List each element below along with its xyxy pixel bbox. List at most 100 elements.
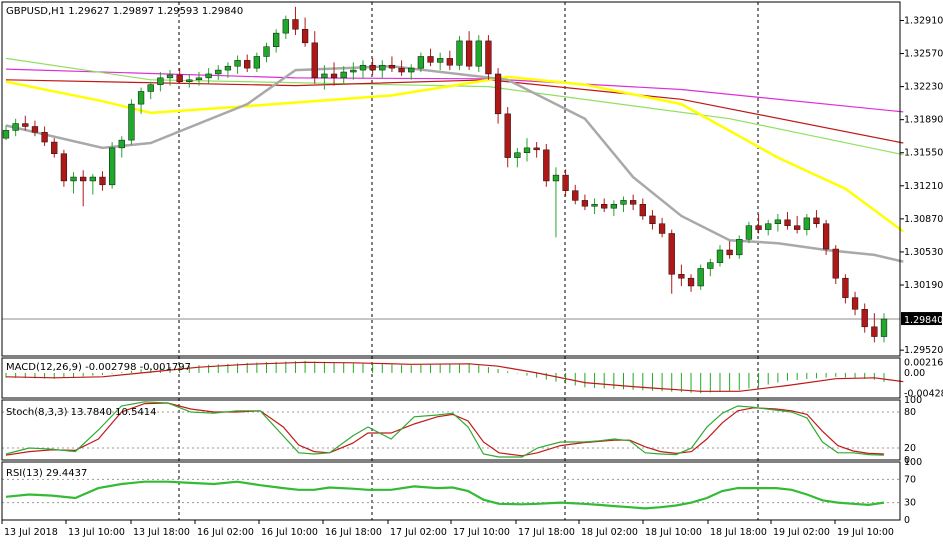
bull-candle-body — [195, 77, 203, 81]
candle — [465, 31, 473, 71]
time-tick-label: 16 Jul 10:00 — [261, 527, 318, 538]
candle — [205, 68, 212, 84]
moving-average-ma_gray — [5, 64, 904, 263]
bear-candle-body — [446, 58, 453, 66]
candle — [215, 65, 222, 80]
bull-candle-body — [736, 239, 743, 256]
candle — [99, 171, 106, 191]
bull-candle-body — [186, 79, 193, 82]
bear-candle-body — [176, 74, 183, 82]
candle — [581, 194, 589, 211]
bull-candle-body — [147, 84, 154, 92]
candle — [408, 64, 415, 80]
candle — [813, 210, 820, 228]
candle — [678, 264, 685, 286]
price-tick-label: 1.30190 — [904, 280, 943, 291]
candle — [784, 212, 791, 230]
candle — [51, 138, 58, 158]
candle — [514, 147, 521, 168]
macd-tick-label: 0.00 — [904, 368, 925, 379]
macd-label: MACD(12,26,9) -0.002798 -0.001797 — [6, 362, 191, 373]
bull-candle-body — [224, 65, 232, 71]
stoch-tick-label: 80 — [904, 407, 916, 418]
candle — [832, 245, 839, 285]
bull-candle-body — [610, 204, 617, 209]
bull-candle-body — [591, 204, 598, 207]
bear-candle-body — [41, 132, 48, 143]
bear-candle-body — [311, 42, 318, 79]
bear-candle-body — [562, 174, 569, 191]
candlesticks — [2, 6, 888, 343]
bear-candle-body — [99, 176, 106, 186]
bear-candle-body — [301, 28, 309, 44]
candle — [379, 60, 386, 78]
bear-candle-body — [398, 67, 405, 73]
bull-candle-body — [620, 200, 627, 205]
price-tick-label: 1.31890 — [904, 115, 943, 126]
candle — [70, 172, 77, 194]
candle — [157, 72, 164, 92]
moving-average-ma_yellow — [5, 75, 905, 233]
candle — [745, 221, 753, 244]
pane-frame-main — [1, 1, 901, 357]
bear-candle-body — [485, 40, 492, 75]
bear-candle-body — [813, 217, 820, 224]
pane-frame-stoch — [1, 399, 901, 461]
bull-candle-body — [417, 56, 425, 69]
bull-candle-body — [514, 152, 521, 158]
stoch-tick-label: 100 — [904, 395, 922, 406]
candle — [417, 52, 425, 73]
bull-candle-body — [273, 32, 280, 47]
bear-candle-body — [22, 123, 29, 127]
bull-candle-body — [707, 262, 714, 269]
candle — [369, 58, 376, 75]
bear-candle-body — [388, 64, 396, 69]
bull-candle-body — [350, 69, 357, 73]
price-tick-label: 1.30530 — [904, 247, 943, 258]
pane-frame-macd — [1, 357, 901, 399]
stoch-main-line — [5, 401, 885, 458]
candle — [31, 120, 39, 137]
bull-candle-body — [205, 73, 212, 79]
rsi-label: RSI(13) 29.4437 — [6, 468, 87, 479]
candle — [543, 143, 550, 187]
bear-candle-body — [369, 64, 376, 71]
bear-candle-body — [658, 223, 666, 234]
bull-candle-body — [108, 147, 116, 186]
time-tick-label: 13 Jul 18:00 — [133, 527, 190, 538]
current-price-label: 1.29840 — [904, 315, 943, 326]
bear-candle-body — [80, 176, 87, 182]
candle — [41, 126, 48, 146]
bear-candle-body — [465, 40, 473, 67]
grid-layer — [2, 2, 900, 520]
candle — [851, 291, 859, 316]
pane-frames — [1, 1, 901, 521]
candle — [330, 62, 338, 86]
candle — [822, 219, 830, 255]
bear-candle-body — [687, 277, 695, 287]
bull-candle-body — [456, 40, 463, 66]
candle — [118, 136, 125, 158]
time-tick-label: 13 Jul 2018 — [4, 527, 58, 538]
bull-candle-body — [70, 176, 77, 182]
candle — [610, 200, 617, 216]
candle — [707, 258, 714, 277]
candle — [60, 149, 68, 187]
bull-candle-body — [803, 217, 810, 230]
bear-candle-body — [60, 153, 68, 182]
bear-candle-body — [629, 200, 637, 205]
candle — [533, 142, 540, 158]
candle — [128, 99, 135, 145]
price-tick-label: 1.32230 — [904, 82, 943, 93]
candle — [774, 214, 782, 232]
candle — [504, 107, 511, 168]
candle — [321, 65, 328, 90]
bear-candle-body — [726, 249, 733, 256]
candle — [765, 219, 772, 236]
candle — [716, 245, 724, 267]
time-tick-label: 18 Jul 10:00 — [645, 527, 702, 538]
bear-candle-body — [784, 219, 791, 226]
bull-candle-body — [282, 19, 289, 34]
moving-average-ma_green — [5, 57, 904, 156]
